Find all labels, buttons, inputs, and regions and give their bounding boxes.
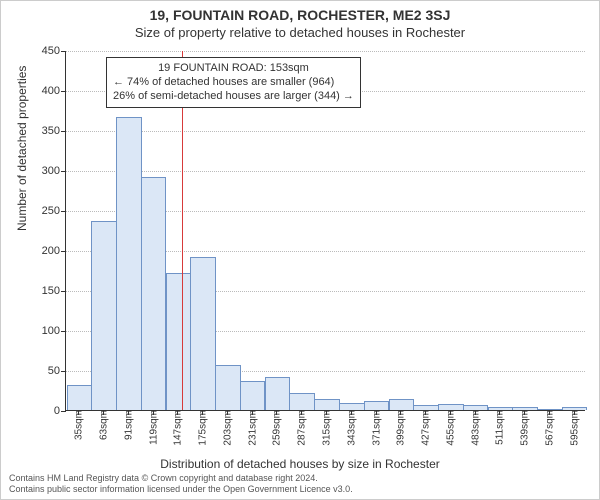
histogram-bar	[91, 221, 117, 410]
xtick-label: 63sqm	[97, 410, 110, 440]
xtick-label: 287sqm	[295, 410, 308, 446]
annotation-line-1: 19 FOUNTAIN ROAD: 153sqm	[113, 62, 354, 76]
histogram-bar	[116, 117, 142, 410]
histogram-bar	[190, 257, 216, 410]
ytick-label: 300	[42, 165, 66, 177]
histogram-bar	[314, 399, 340, 410]
annotation-line-2: ← 74% of detached houses are smaller (96…	[113, 76, 354, 90]
x-axis-title: Distribution of detached houses by size …	[1, 457, 599, 471]
histogram-bar	[240, 381, 266, 410]
grid-line	[66, 51, 585, 52]
ytick-label: 150	[42, 285, 66, 297]
xtick-label: 427sqm	[419, 410, 432, 446]
footer: Contains HM Land Registry data © Crown c…	[9, 473, 353, 495]
xtick-label: 35sqm	[72, 410, 85, 440]
xtick-label: 231sqm	[245, 410, 258, 446]
annotation-box: 19 FOUNTAIN ROAD: 153sqm ← 74% of detach…	[106, 57, 361, 108]
xtick-label: 567sqm	[542, 410, 555, 446]
footer-line-2: Contains public sector information licen…	[9, 484, 353, 495]
page-root: 19, FOUNTAIN ROAD, ROCHESTER, ME2 3SJ Si…	[0, 0, 600, 500]
xtick-label: 343sqm	[344, 410, 357, 446]
annotation-line-3: 26% of semi-detached houses are larger (…	[113, 90, 354, 104]
xtick-label: 203sqm	[220, 410, 233, 446]
xtick-label: 511sqm	[493, 410, 506, 445]
histogram-bar	[141, 177, 167, 410]
histogram-bar	[166, 273, 192, 410]
histogram-bar	[67, 385, 93, 410]
xtick-label: 259sqm	[270, 410, 283, 446]
ytick-label: 400	[42, 85, 66, 97]
chart-area: 05010015020025030035040045035sqm63sqm91s…	[65, 51, 585, 411]
xtick-label: 595sqm	[567, 410, 580, 446]
xtick-label: 483sqm	[468, 410, 481, 446]
xtick-label: 539sqm	[518, 410, 531, 446]
y-axis-title: Number of detached properties	[15, 66, 29, 231]
ytick-label: 100	[42, 325, 66, 337]
histogram-bar	[389, 399, 415, 410]
xtick-label: 119sqm	[146, 410, 159, 445]
xtick-label: 147sqm	[171, 410, 184, 446]
grid-line	[66, 131, 585, 132]
ytick-label: 0	[54, 405, 66, 417]
page-subtitle: Size of property relative to detached ho…	[1, 23, 599, 40]
histogram-bar	[364, 401, 390, 410]
histogram-bar	[215, 365, 241, 410]
page-title: 19, FOUNTAIN ROAD, ROCHESTER, ME2 3SJ	[1, 1, 599, 23]
xtick-label: 91sqm	[121, 410, 134, 440]
grid-line	[66, 171, 585, 172]
ytick-label: 350	[42, 125, 66, 137]
xtick-label: 315sqm	[320, 410, 333, 446]
histogram-plot: 05010015020025030035040045035sqm63sqm91s…	[65, 51, 585, 411]
histogram-bar	[289, 393, 315, 410]
histogram-bar	[265, 377, 291, 410]
ytick-label: 50	[48, 365, 66, 377]
xtick-label: 371sqm	[369, 410, 382, 446]
xtick-label: 399sqm	[394, 410, 407, 446]
ytick-label: 450	[42, 45, 66, 57]
xtick-label: 175sqm	[196, 410, 209, 446]
ytick-label: 250	[42, 205, 66, 217]
xtick-label: 455sqm	[443, 410, 456, 446]
histogram-bar	[339, 403, 365, 410]
ytick-label: 200	[42, 245, 66, 257]
footer-line-1: Contains HM Land Registry data © Crown c…	[9, 473, 353, 484]
